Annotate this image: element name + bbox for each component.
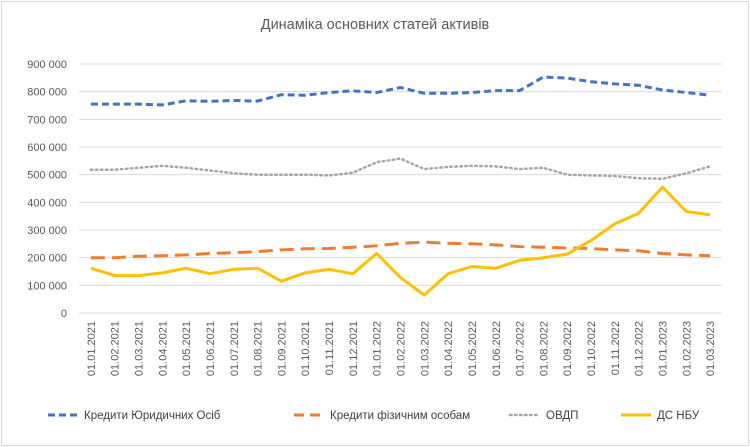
series-lines bbox=[89, 75, 712, 297]
x-tick-label: 01.08.2021 bbox=[253, 321, 265, 376]
grid-lines bbox=[79, 63, 722, 314]
x-tick-label: 01.10.2021 bbox=[300, 321, 312, 376]
x-tick-label: 01.04.2021 bbox=[157, 321, 169, 376]
x-tick-label: 01.09.2022 bbox=[562, 321, 574, 376]
x-tick-label: 01.12.2022 bbox=[634, 321, 646, 376]
x-tick-label: 01.11.2022 bbox=[610, 321, 622, 375]
x-tick-label: 01.01.2022 bbox=[372, 321, 384, 376]
x-tick-label: 01.03.2023 bbox=[705, 321, 717, 376]
x-tick-label: 01.03.2022 bbox=[419, 321, 431, 376]
x-tick-label: 01.06.2021 bbox=[205, 321, 217, 376]
y-tick-label: 500 000 bbox=[27, 170, 67, 182]
x-axis: 01.01.2021 01.02.2021 01.03.2021 01.04.2021… bbox=[86, 321, 717, 376]
x-tick-label: 01.12.2021 bbox=[348, 321, 360, 376]
series-line-3 bbox=[90, 185, 711, 297]
y-tick-label: 800 000 bbox=[27, 87, 67, 99]
y-tick-label: 400 000 bbox=[27, 197, 67, 209]
legend-label-3: ДС НБУ bbox=[657, 410, 700, 422]
x-tick-label: 01.05.2022 bbox=[467, 321, 479, 376]
x-tick-label: 01.11.2021 bbox=[324, 321, 336, 375]
x-tick-label: 01.04.2022 bbox=[443, 321, 455, 376]
chart-title: Динаміка основних статей активів bbox=[260, 17, 490, 33]
legend-label-0: Кредити Юридичних Осіб bbox=[84, 410, 221, 422]
y-tick-label: 300 000 bbox=[27, 225, 67, 237]
y-tick-label: 0 bbox=[61, 308, 67, 320]
x-tick-label: 01.02.2022 bbox=[396, 321, 408, 376]
x-tick-label: 01.08.2022 bbox=[538, 321, 550, 376]
x-tick-label: 01.01.2021 bbox=[86, 321, 98, 376]
series-line-2 bbox=[89, 157, 712, 181]
legend-label-1: Кредити фізичним особам bbox=[330, 410, 470, 422]
y-axis: 0 100 000 200 000 300 000 400 000 500 000 600 … bbox=[27, 59, 67, 320]
x-tick-label: 01.02.2021 bbox=[110, 321, 122, 376]
series-line-0 bbox=[90, 75, 711, 107]
x-tick-label: 01.02.2023 bbox=[681, 321, 693, 376]
y-tick-label: 900 000 bbox=[27, 59, 67, 71]
x-tick-label: 01.03.2021 bbox=[134, 321, 146, 376]
x-tick-label: 01.09.2021 bbox=[276, 321, 288, 376]
x-tick-label: 01.05.2021 bbox=[181, 321, 193, 376]
x-tick-label: 01.07.2021 bbox=[229, 321, 241, 376]
legend: Кредити Юридичних Осіб Кредити фізичним о… bbox=[48, 410, 700, 422]
x-tick-label: 01.07.2022 bbox=[515, 321, 527, 376]
y-tick-label: 200 000 bbox=[27, 253, 67, 265]
x-tick-label: 01.06.2022 bbox=[491, 321, 503, 376]
x-tick-label: 01.10.2022 bbox=[586, 321, 598, 376]
y-tick-label: 700 000 bbox=[27, 114, 67, 126]
y-tick-label: 100 000 bbox=[27, 280, 67, 292]
x-tick-label: 01.01.2023 bbox=[657, 321, 669, 376]
y-tick-label: 600 000 bbox=[27, 142, 67, 154]
legend-label-2: ОВДП bbox=[546, 410, 578, 422]
series-line-1 bbox=[90, 240, 711, 260]
